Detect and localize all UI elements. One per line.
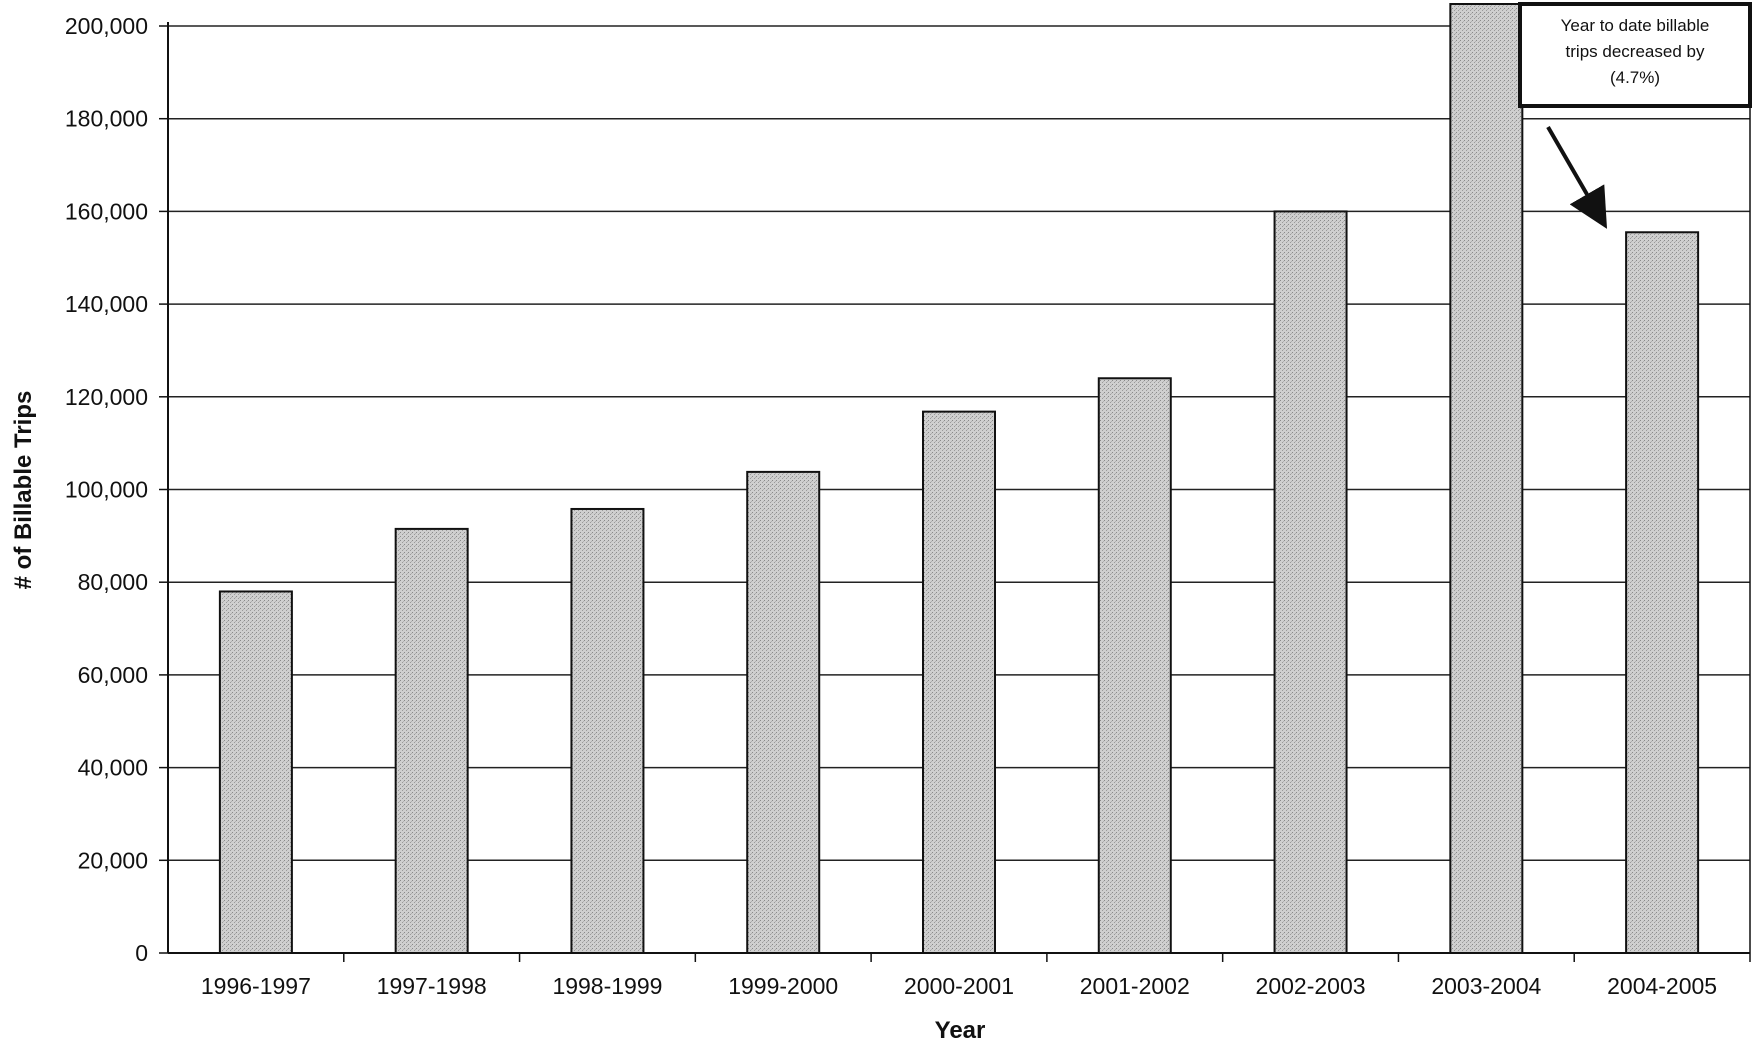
- bar-1998-1999: [570, 507, 645, 954]
- bar-2004-2005: [1625, 231, 1700, 954]
- axes: [159, 22, 1751, 962]
- x-tick-label: 1999-2000: [728, 973, 838, 999]
- y-tick-label: 60,000: [78, 662, 148, 688]
- annotation-line-1: Year to date billable: [1561, 16, 1710, 35]
- y-tick-label: 0: [135, 940, 148, 966]
- bar-1997-1998: [394, 527, 469, 955]
- y-tick-label: 80,000: [78, 569, 148, 595]
- x-tick-label: 2000-2001: [904, 973, 1014, 999]
- y-axis-title: # of Billable Trips: [10, 391, 37, 590]
- y-tick-label: 20,000: [78, 847, 148, 873]
- y-tick-label: 180,000: [65, 106, 148, 132]
- bars: [218, 3, 1700, 955]
- bar-1996-1997: [218, 590, 293, 954]
- y-tick-label: 120,000: [65, 384, 148, 410]
- x-tick-label: 2002-2003: [1256, 973, 1366, 999]
- y-tick-label: 200,000: [65, 13, 148, 39]
- bar-2000-2001: [922, 410, 996, 954]
- x-tick-label: 2001-2002: [1080, 973, 1190, 999]
- y-tick-label: 140,000: [65, 291, 148, 317]
- bar-2001-2002: [1097, 377, 1172, 954]
- x-tick-label: 2004-2005: [1607, 973, 1717, 999]
- bar-2002-2003: [1273, 210, 1348, 954]
- annotation: Year to date billable trips decreased by…: [1518, 2, 1752, 229]
- annotation-line-2: trips decreased by: [1566, 42, 1705, 61]
- y-tick-label: 160,000: [65, 198, 148, 224]
- y-tick-label: 40,000: [78, 755, 148, 781]
- x-tick-labels: 1996-1997 1997-1998 1998-1999 1999-2000 2000…: [201, 973, 1717, 999]
- annotation-box: [1518, 2, 1752, 108]
- bar-2003-2004: [1449, 3, 1524, 954]
- y-tick-label: 100,000: [65, 477, 148, 503]
- annotation-line-3: (4.7%): [1610, 68, 1660, 87]
- annotation-arrow: [1546, 125, 1608, 229]
- x-tick-label: 1997-1998: [377, 973, 487, 999]
- x-tick-label: 1996-1997: [201, 973, 311, 999]
- x-tick-label: 2003-2004: [1431, 973, 1541, 999]
- bar-1999-2000: [746, 470, 821, 954]
- x-axis-title: Year: [935, 1017, 986, 1044]
- x-tick-label: 1998-1999: [552, 973, 662, 999]
- y-tick-labels: 0 20,000 40,000 60,000 80,000 100,000 120,000 1…: [65, 13, 148, 966]
